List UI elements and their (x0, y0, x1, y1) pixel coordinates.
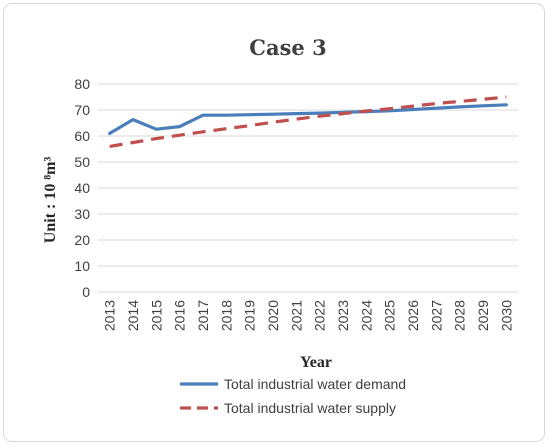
y-tick-label: 70 (74, 102, 90, 118)
x-tick-label: 2021 (288, 300, 304, 331)
x-tick-label: 2022 (312, 300, 328, 331)
x-tick-label: 2025 (382, 300, 398, 331)
y-tick-label: 60 (74, 128, 90, 144)
chart-title: Case 3 (249, 35, 326, 60)
x-tick-label: 2014 (125, 300, 141, 331)
series-lines (108, 95, 508, 148)
x-tick-label: 2030 (498, 300, 514, 331)
series-line-1 (108, 103, 508, 135)
y-axis-title: Unit : 10 ⁸m³ (42, 157, 59, 244)
x-tick-label: 2019 (242, 300, 258, 331)
x-tick-label: 2016 (172, 300, 188, 331)
y-tick-label: 0 (82, 284, 90, 300)
x-tick-label: 2024 (358, 300, 374, 331)
chart-frame (3, 3, 545, 442)
y-tick-label: 30 (74, 206, 90, 222)
x-tick-label: 2027 (428, 300, 444, 331)
x-tick-label: 2028 (452, 300, 468, 331)
x-tick-labels: 2013 2014 2015 2016 2017 2018 2019 2020 2021 2022… (102, 300, 515, 331)
legend: Total industrial water demand Total indus… (180, 376, 406, 416)
x-tick-label: 2029 (475, 300, 491, 331)
legend-label-2: Total industrial water supply (224, 400, 396, 416)
x-tick-label: 2015 (148, 300, 164, 331)
legend-label-1: Total industrial water demand (224, 376, 406, 392)
gridlines (98, 83, 518, 293)
x-tick-label: 2018 (218, 300, 234, 331)
y-tick-label: 40 (74, 180, 90, 196)
x-axis-title: Year (300, 354, 332, 371)
y-tick-label: 10 (74, 258, 90, 274)
x-tick-label: 2023 (335, 300, 351, 331)
y-tick-labels: 0 10 20 30 40 50 60 70 80 (74, 76, 90, 300)
x-tick-label: 2026 (405, 300, 421, 331)
y-tick-label: 80 (74, 76, 90, 92)
x-tick-label: 2017 (195, 300, 211, 331)
series-line-2 (109, 95, 507, 148)
x-tick-label: 2020 (265, 300, 281, 331)
y-tick-label: 50 (74, 154, 90, 170)
x-tick-label: 2013 (102, 300, 118, 331)
y-tick-label: 20 (74, 232, 90, 248)
